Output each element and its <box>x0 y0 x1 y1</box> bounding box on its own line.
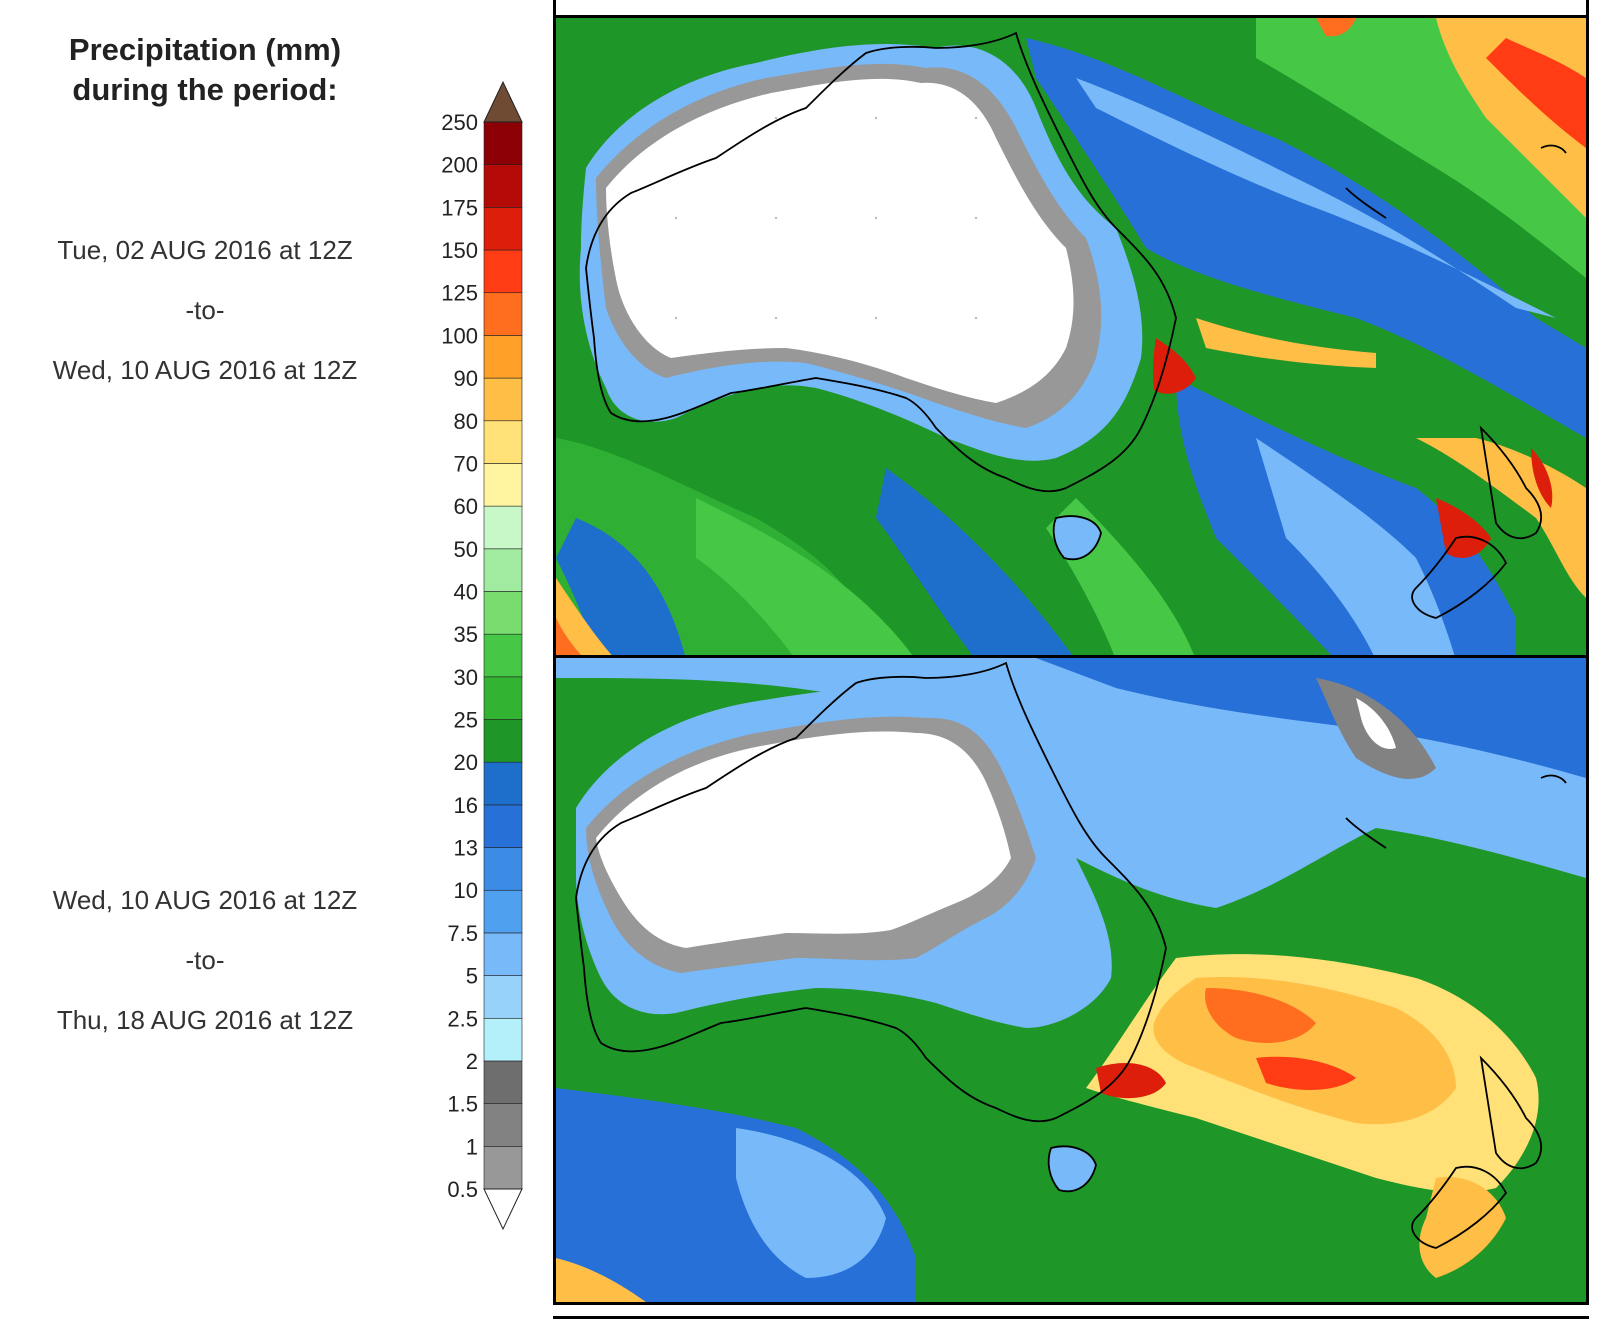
colorbar-tick-label: 1.5 <box>447 1092 478 1117</box>
colorbar-over-triangle <box>483 80 523 123</box>
colorbar-under-triangle <box>483 1188 523 1231</box>
period-2-start: Wed, 10 AUG 2016 at 12Z <box>52 885 358 915</box>
colorbar-tick-label: 150 <box>441 238 478 263</box>
colorbar-tick-label: 60 <box>454 494 478 519</box>
panel-top-stub <box>553 0 1589 18</box>
period-1-separator: -to- <box>185 295 225 325</box>
colorbar-tick-label: 200 <box>441 153 478 178</box>
colorbar-tick-label: 25 <box>454 708 478 733</box>
colorbar-tick-label: 1 <box>466 1134 478 1159</box>
period-2-separator: -to- <box>185 945 225 975</box>
colorbar-bin-1.5-2 <box>483 1060 523 1104</box>
period-1-label: Tue, 02 AUG 2016 at 12Z -to- Wed, 10 AUG… <box>0 220 410 400</box>
colorbar-tick-label: 20 <box>454 750 478 775</box>
colorbar-bin-5-7.5 <box>483 932 523 976</box>
legend-title: Precipitation (mm) during the period: <box>0 30 410 110</box>
colorbar-bin-20-25 <box>483 719 523 763</box>
colorbar-bin-25-30 <box>483 676 523 720</box>
colorbar-bin-16-20 <box>483 761 523 806</box>
colorbar-tick-label: 175 <box>441 195 478 220</box>
colorbar-tick-label: 13 <box>454 836 478 861</box>
colorbar-tick-label: 40 <box>454 579 478 604</box>
colorbar-bin-125-150 <box>483 249 523 294</box>
precipitation-map-period-2 <box>556 658 1586 1302</box>
colorbar-bin-100-125 <box>483 292 523 336</box>
colorbar-tick-label: 50 <box>454 537 478 562</box>
colorbar-bin-10-13 <box>483 847 523 891</box>
colorbar-bin-80-90 <box>483 377 523 422</box>
colorbar-bin-60-70 <box>483 463 523 507</box>
map-panel-period-1 <box>553 15 1589 663</box>
colorbar-bin-40-50 <box>483 548 523 592</box>
colorbar-tick-label: 10 <box>454 878 478 903</box>
colorbar-tick-label: 2 <box>466 1049 478 1074</box>
period-2-end: Thu, 18 AUG 2016 at 12Z <box>56 1005 354 1035</box>
colorbar-tick-label: 2.5 <box>447 1006 478 1031</box>
precipitation-colorbar: 0.5 1 1.5 2 2.5 5 7.5 10 13 16 20 25 30 35 40 50 60 70 80 9… <box>441 80 523 1231</box>
colorbar-tick-label: 0.5 <box>447 1177 478 1202</box>
period-1-start: Tue, 02 AUG 2016 at 12Z <box>57 235 353 265</box>
colorbar-bin-7.5-10 <box>483 889 523 934</box>
colorbar-bin-30-35 <box>483 633 523 678</box>
colorbar-tick-label: 250 <box>441 110 478 135</box>
period-1-end: Wed, 10 AUG 2016 at 12Z <box>52 355 358 385</box>
period-2-label: Wed, 10 AUG 2016 at 12Z -to- Thu, 18 AUG… <box>0 870 410 1050</box>
colorbar-tick-label: 35 <box>454 622 478 647</box>
legend-title-line1: Precipitation (mm) <box>68 32 342 67</box>
colorbar-tick-label: 5 <box>466 964 478 989</box>
precipitation-map-period-1 <box>556 18 1586 660</box>
colorbar-bin-2-2.5 <box>483 1017 523 1062</box>
panel-bottom-stub <box>553 1316 1589 1320</box>
colorbar-bin-90-100 <box>483 335 523 379</box>
colorbar-bin-13-16 <box>483 804 523 848</box>
legend-title-line2: during the period: <box>72 72 338 107</box>
colorbar-bin-200-250 <box>483 121 523 165</box>
colorbar-tick-label: 90 <box>454 366 478 391</box>
colorbar-tick-label: 16 <box>454 793 478 818</box>
colorbar-bin-35-40 <box>483 591 523 635</box>
colorbar-bin-1-1.5 <box>483 1103 523 1147</box>
colorbar-tick-label: 70 <box>454 451 478 476</box>
colorbar-bin-150-175 <box>483 207 523 251</box>
map-panel-period-2 <box>553 655 1589 1305</box>
colorbar-bin-70-80 <box>483 420 523 464</box>
colorbar-tick-label: 7.5 <box>447 921 478 946</box>
colorbar-bin-175-200 <box>483 164 523 208</box>
colorbar-tick-label: 125 <box>441 281 478 306</box>
colorbar-tick-label: 30 <box>454 665 478 690</box>
colorbar-bin-2.5-5 <box>483 975 523 1019</box>
colorbar-bin-0.5-1 <box>483 1146 523 1190</box>
colorbar-tick-label: 80 <box>454 409 478 434</box>
colorbar-tick-label: 100 <box>441 323 478 348</box>
colorbar-bin-50-60 <box>483 505 523 550</box>
